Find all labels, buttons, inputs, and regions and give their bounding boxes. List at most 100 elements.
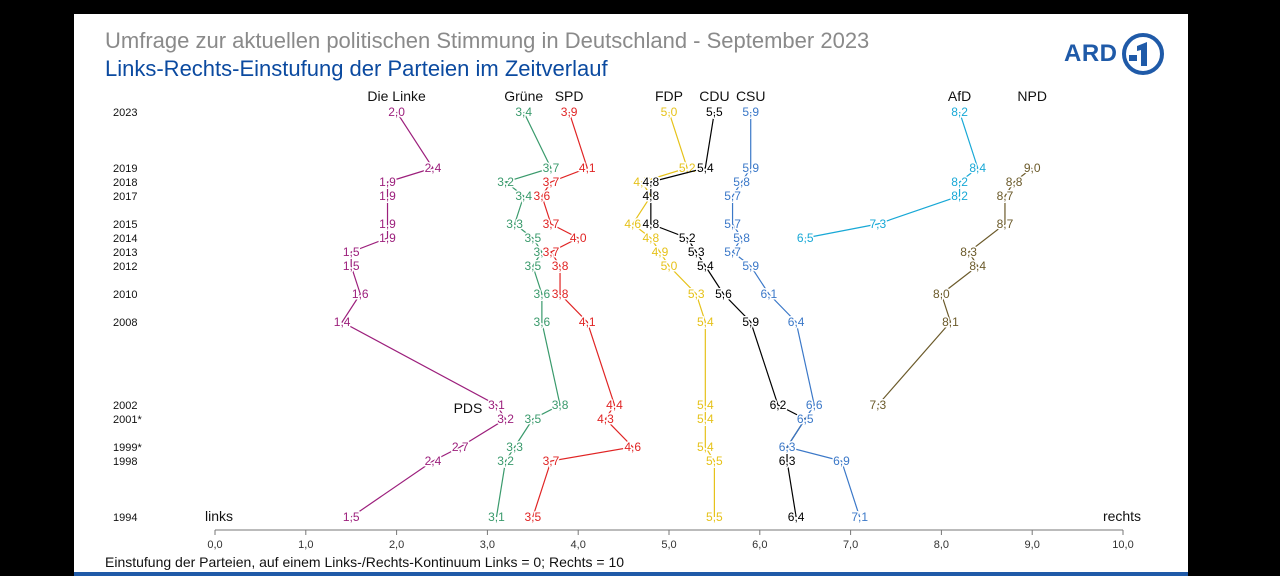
data-label-gr-ne: 3,5 [524, 412, 541, 426]
data-label-gr-ne: 3,6 [534, 245, 551, 259]
ard-logo: ARD [1064, 32, 1165, 76]
series-line-spd [532, 111, 634, 518]
data-label-gr-ne: 3,8 [552, 398, 569, 412]
x-tick-label: 10,0 [1112, 539, 1133, 551]
data-label-fdp: 5,3 [688, 287, 705, 301]
data-label-npd: 8,3 [960, 245, 977, 259]
data-label-csu: 7,1 [851, 510, 868, 524]
data-label-die-linke: 2,4 [425, 454, 442, 468]
data-label-gr-ne: 3,3 [506, 440, 523, 454]
data-label-gr-ne: 3,3 [506, 217, 523, 231]
page-subtitle: Links-Rechts-Einstufung der Parteien im … [105, 56, 608, 81]
year-label: 1994 [113, 512, 137, 524]
data-label-spd: 4,3 [597, 412, 614, 426]
data-label-csu: 6,5 [797, 412, 814, 426]
data-label-cdu: 6,4 [788, 510, 805, 524]
data-label-spd: 3,9 [561, 105, 578, 119]
series-name-afd: AfD [948, 88, 971, 104]
data-label-spd: 3,8 [552, 287, 569, 301]
data-label-die-linke: 1,4 [334, 315, 351, 329]
data-label-spd: 4,1 [579, 315, 596, 329]
data-label-die-linke: 2,4 [425, 161, 442, 175]
data-label-csu: 5,9 [742, 161, 759, 175]
data-label-die-linke: 1,9 [379, 175, 396, 189]
data-label-cdu: 4,8 [642, 217, 659, 231]
data-label-afd: 6,5 [797, 231, 814, 245]
data-label-die-linke: 1,9 [379, 189, 396, 203]
data-label-spd: 4,0 [570, 231, 587, 245]
data-label-afd: 7,3 [869, 217, 886, 231]
series-name-cdu: CDU [699, 88, 729, 104]
data-label-fdp: 4,6 [624, 217, 641, 231]
footnote: Einstufung der Parteien, auf einem Links… [105, 554, 625, 570]
data-label-csu: 6,6 [806, 398, 823, 412]
data-label-die-linke: 1,6 [352, 287, 369, 301]
data-label-die-linke: 1,5 [343, 245, 360, 259]
series-name-npd: NPD [1017, 88, 1047, 104]
x-tick-label: 9,0 [1025, 539, 1040, 551]
page-title: Umfrage zur aktuellen politischen Stimmu… [105, 28, 870, 53]
data-label-cdu: 5,9 [742, 315, 759, 329]
data-label-cdu: 5,4 [697, 259, 714, 273]
x-tick-label: 5,0 [661, 539, 676, 551]
x-tick-label: 0,0 [207, 539, 222, 551]
data-label-npd: 8,7 [997, 217, 1014, 231]
data-label-npd: 8,1 [942, 315, 959, 329]
year-label: 2008 [113, 317, 137, 329]
series-line-die-linke [341, 111, 507, 518]
data-label-csu: 5,9 [742, 259, 759, 273]
data-label-gr-ne: 3,2 [497, 175, 514, 189]
x-tick-label: 1,0 [298, 539, 313, 551]
ard-one-logo-icon [1121, 33, 1164, 75]
series-name-die-linke: Die Linke [367, 88, 426, 104]
series-name-spd: SPD [555, 88, 584, 104]
data-label-die-linke: 2,0 [388, 105, 405, 119]
data-label-gr-ne: 3,6 [534, 315, 551, 329]
data-label-npd: 9,0 [1024, 161, 1041, 175]
data-label-npd: 7,3 [869, 398, 886, 412]
data-label-fdp: 4,7 [633, 175, 650, 189]
data-label-fdp: 5,4 [697, 412, 714, 426]
data-label-fdp: 5,0 [661, 259, 678, 273]
x-tick-label: 6,0 [752, 539, 767, 551]
data-label-die-linke: 3,1 [488, 398, 505, 412]
data-label-die-linke: 1,9 [379, 217, 396, 231]
data-label-die-linke: 1,5 [343, 259, 360, 273]
data-label-afd: 8,4 [969, 161, 986, 175]
bottom-accent-bar [74, 572, 1188, 576]
series-line-gr-ne [495, 111, 561, 518]
data-label-csu: 6,9 [833, 454, 850, 468]
data-label-csu: 5,7 [724, 217, 741, 231]
axis-label-rechts: rechts [1103, 508, 1141, 524]
data-label-spd: 3,7 [543, 175, 560, 189]
data-label-spd: 3,7 [543, 454, 560, 468]
x-tick-label: 4,0 [571, 539, 586, 551]
data-label-csu: 6,1 [761, 287, 778, 301]
series-line-afd [805, 111, 979, 239]
data-label-cdu: 4,8 [642, 189, 659, 203]
data-label-spd: 4,4 [606, 398, 623, 412]
x-tick-label: 3,0 [480, 539, 495, 551]
data-label-afd: 8,2 [951, 175, 968, 189]
data-label-cdu: 5,3 [688, 245, 705, 259]
data-label-gr-ne: 3,2 [497, 454, 514, 468]
data-label-gr-ne: 3,5 [524, 259, 541, 273]
data-label-fdp: 5,4 [697, 315, 714, 329]
series-line-fdp [631, 111, 716, 517]
series-line-npd [877, 167, 1033, 406]
year-label: 2010 [113, 289, 137, 301]
data-label-spd: 4,6 [624, 440, 641, 454]
year-label: 2015 [113, 219, 137, 231]
logo-wordmark: ARD [1064, 40, 1118, 67]
data-label-spd: 3,7 [543, 217, 560, 231]
x-tick-label: 7,0 [843, 539, 858, 551]
year-label: 2002 [113, 400, 137, 412]
data-label-cdu: 6,2 [770, 398, 787, 412]
data-label-spd: 3,5 [524, 510, 541, 524]
x-tick-label: 2,0 [389, 539, 404, 551]
data-label-gr-ne: 3,1 [488, 510, 505, 524]
data-label-gr-ne: 3,5 [524, 231, 541, 245]
year-label: 2019 [113, 163, 137, 175]
year-label: 2018 [113, 177, 137, 189]
